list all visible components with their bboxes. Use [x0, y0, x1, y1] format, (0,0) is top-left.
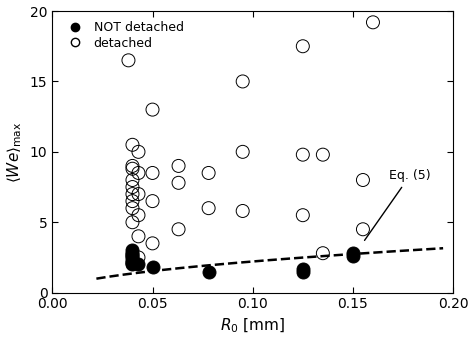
Point — [205, 170, 212, 176]
Point — [128, 198, 136, 204]
Point — [239, 149, 246, 154]
Point — [135, 212, 142, 218]
Point — [128, 251, 136, 256]
Point — [135, 170, 142, 176]
Point — [128, 259, 136, 264]
Text: Eq. (5): Eq. (5) — [365, 169, 430, 240]
Point — [135, 255, 142, 260]
Point — [128, 255, 136, 260]
Point — [359, 177, 367, 183]
Point — [135, 234, 142, 239]
Point — [128, 163, 136, 169]
Point — [205, 269, 212, 274]
Point — [319, 152, 327, 158]
Point — [128, 252, 136, 257]
Point — [128, 177, 136, 183]
Point — [359, 226, 367, 232]
Point — [239, 208, 246, 214]
Point — [175, 226, 182, 232]
Point — [299, 212, 307, 218]
X-axis label: $R_0$ [mm]: $R_0$ [mm] — [220, 317, 285, 336]
Point — [128, 184, 136, 190]
Point — [128, 166, 136, 172]
Point — [135, 191, 142, 197]
Point — [128, 248, 136, 253]
Point — [299, 266, 307, 271]
Point — [349, 251, 357, 256]
Point — [135, 262, 142, 267]
Point — [175, 180, 182, 186]
Point — [128, 253, 136, 259]
Point — [128, 191, 136, 197]
Point — [149, 241, 156, 246]
Point — [299, 269, 307, 274]
Point — [128, 262, 136, 267]
Y-axis label: $\langle We \rangle_{\rm max}$: $\langle We \rangle_{\rm max}$ — [6, 121, 24, 182]
Point — [149, 170, 156, 176]
Point — [349, 253, 357, 259]
Point — [149, 198, 156, 204]
Point — [239, 79, 246, 84]
Point — [149, 265, 156, 270]
Point — [299, 152, 307, 158]
Point — [175, 163, 182, 169]
Point — [205, 205, 212, 211]
Point — [128, 260, 136, 266]
Point — [128, 205, 136, 211]
Point — [369, 19, 377, 25]
Point — [128, 257, 136, 263]
Point — [128, 142, 136, 148]
Point — [299, 44, 307, 49]
Legend: NOT detached, detached: NOT detached, detached — [59, 17, 187, 53]
Point — [149, 107, 156, 112]
Point — [135, 149, 142, 154]
Point — [128, 220, 136, 225]
Point — [319, 251, 327, 256]
Point — [125, 58, 132, 63]
